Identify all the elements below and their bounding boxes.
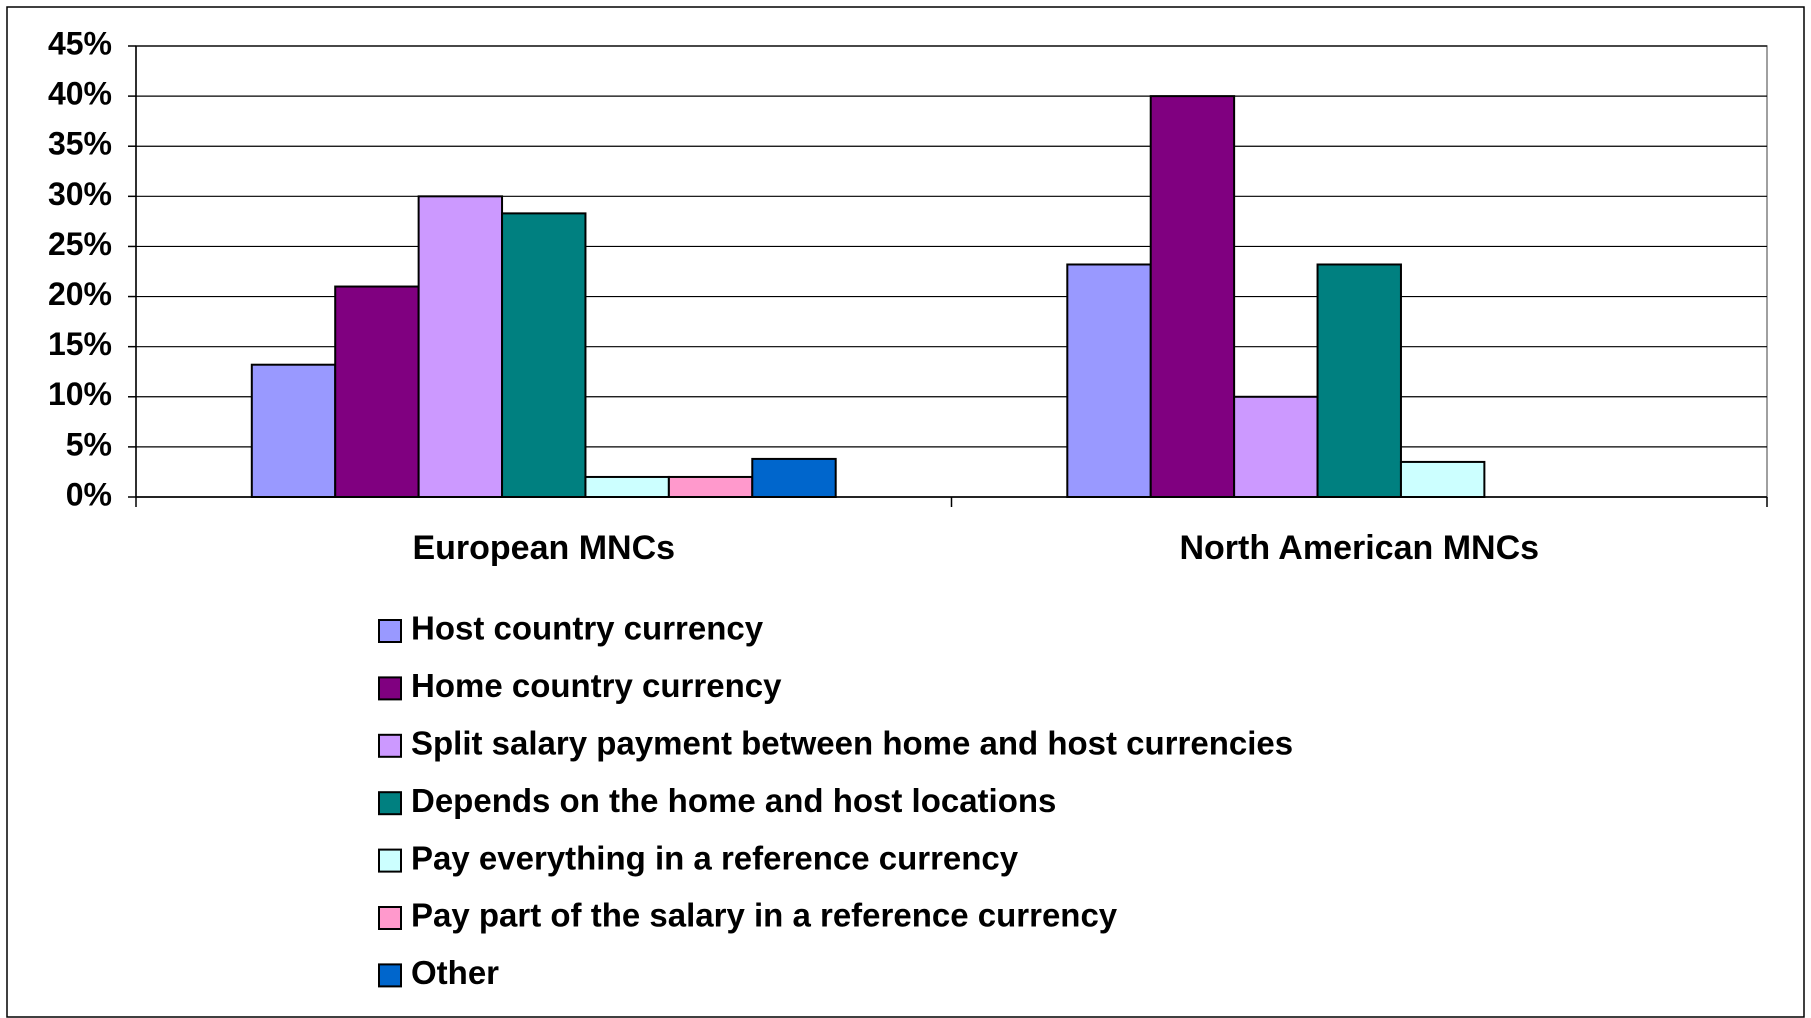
bar <box>1233 395 1319 498</box>
x-tick-label: European MNCs <box>412 529 675 567</box>
y-tick-label: 35% <box>48 126 112 162</box>
bar <box>417 195 504 498</box>
legend-swatch <box>378 676 402 701</box>
bar <box>1399 460 1486 498</box>
legend-label: Depends on the home and host locations <box>411 782 1056 819</box>
bar <box>250 363 337 498</box>
y-tick-label: 10% <box>48 376 112 412</box>
y-tick-label: 30% <box>48 176 112 212</box>
bar <box>1149 95 1236 498</box>
legend-swatch <box>378 963 402 988</box>
y-tick-label: 20% <box>48 276 112 312</box>
bar <box>751 457 837 499</box>
legend-swatch <box>378 848 402 873</box>
legend-label: Home country currency <box>411 667 782 704</box>
legend-label: Split salary payment between home and ho… <box>411 725 1293 762</box>
legend-swatch <box>378 791 402 816</box>
legend-label: Pay part of the salary in a reference cu… <box>411 897 1118 934</box>
bar <box>667 475 754 499</box>
y-tick-label: 40% <box>48 76 112 112</box>
legend-swatch <box>378 906 402 930</box>
legend-swatch <box>378 733 402 758</box>
y-tick-label: 25% <box>48 226 112 262</box>
y-tick-label: 5% <box>66 426 112 462</box>
bar <box>584 475 670 499</box>
y-tick-label: 45% <box>48 25 112 61</box>
y-tick-label: 15% <box>48 326 112 362</box>
bar <box>1316 263 1402 498</box>
legend-label: Other <box>411 954 499 991</box>
y-tick-label: 0% <box>66 476 112 512</box>
bar <box>501 212 587 498</box>
bar <box>334 285 420 498</box>
x-tick-label: North American MNCs <box>1179 529 1539 567</box>
bar <box>1066 263 1152 498</box>
legend-swatch <box>378 619 402 643</box>
legend-label: Pay everything in a reference currency <box>411 839 1019 876</box>
chart-frame <box>6 6 1805 1018</box>
legend-label: Host country currency <box>411 610 764 647</box>
